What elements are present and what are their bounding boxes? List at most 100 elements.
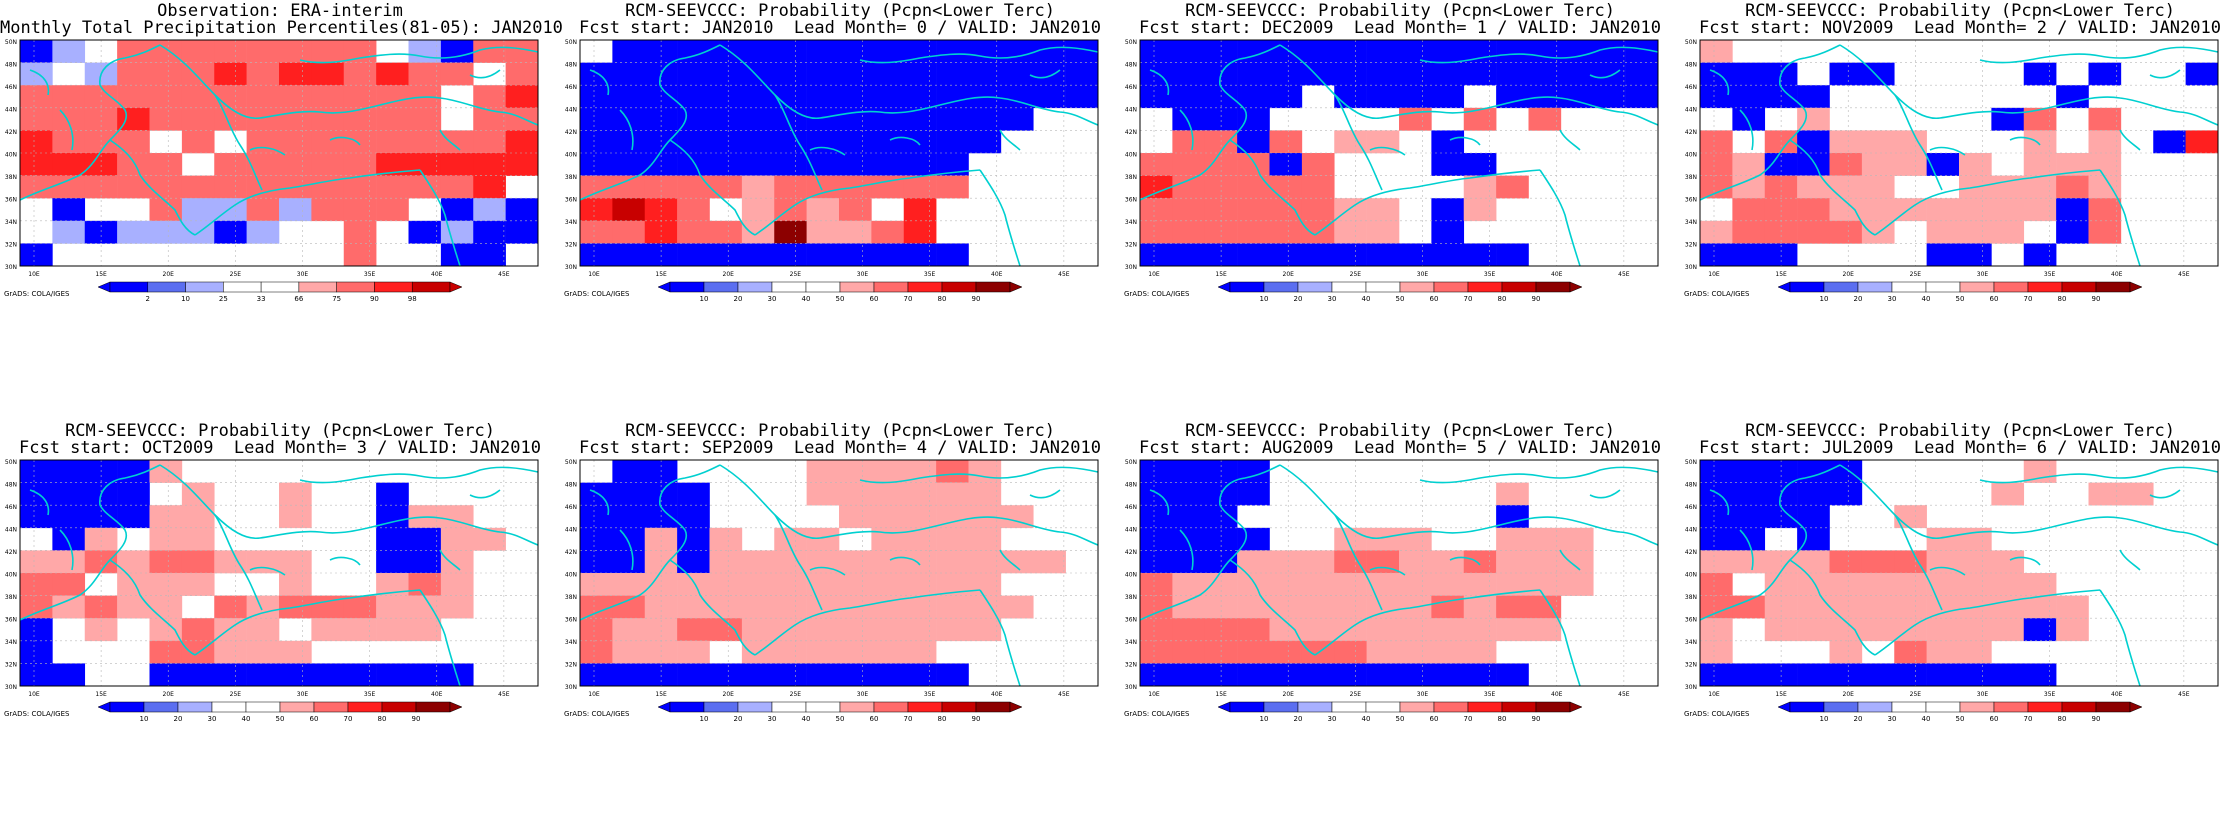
colorbar-swatch	[975, 701, 1011, 713]
coastline	[669, 139, 756, 236]
grid-cell	[376, 153, 409, 176]
grid-cell	[52, 505, 86, 529]
grid-cell	[1528, 40, 1562, 63]
colorbar-swatch	[1433, 701, 1469, 713]
grid-cell	[408, 153, 442, 176]
grid-cell	[181, 527, 215, 551]
grid-cell	[279, 85, 312, 109]
grid-cell	[580, 505, 613, 529]
grid-cell	[473, 40, 506, 63]
grid-cell	[741, 85, 775, 109]
grid-cell	[903, 85, 937, 109]
lat-tick-label: 36N	[1125, 616, 1137, 623]
grid-cell	[117, 62, 150, 86]
coastline	[1149, 489, 1194, 571]
grid-cell	[1894, 663, 1927, 687]
grid-cell	[1237, 198, 1270, 222]
lon-tick-label: 10E	[1148, 691, 1160, 698]
colorbar-label: 40	[1362, 295, 1371, 303]
grid-cell	[149, 595, 183, 619]
grid-cell	[1334, 220, 1367, 244]
grid-cell	[1463, 198, 1497, 222]
grid-cell	[149, 573, 183, 596]
grid-cell	[1797, 573, 1830, 596]
grid-cell	[1991, 550, 2025, 574]
panel-title: RCM-SEEVCCC: Probability (Pcpn<Lower Ter…	[1745, 421, 2175, 441]
grid-cell	[644, 153, 678, 176]
lat-tick-label: 44N	[1125, 526, 1137, 533]
lat-tick-label: 40N	[1685, 151, 1697, 158]
lat-tick-label: 46N	[1685, 84, 1697, 91]
grid-cell	[580, 62, 613, 86]
grid-cell	[1140, 595, 1173, 619]
grid-cell	[1991, 618, 2025, 642]
grid-cell	[1431, 663, 1465, 687]
lat-tick-label: 30N	[1125, 684, 1137, 691]
grid-cell	[612, 482, 646, 506]
colorbar-swatch	[873, 281, 909, 293]
lon-tick-label: 40E	[431, 271, 443, 278]
grid-cell	[311, 40, 345, 63]
map-canvas: 50N 48N 46N 44N 42N 40N 38N 36N 34N 32N 30N 10E 15E 2…	[1685, 39, 2219, 303]
lon-tick-label: 40E	[1551, 691, 1563, 698]
grid-cell	[1861, 550, 1895, 574]
grid-cell	[580, 618, 613, 642]
grid-cell	[580, 550, 613, 574]
map-canvas: 50N 48N 46N 44N 42N 40N 38N 36N 34N 32N 30N 10E 15E 2…	[565, 39, 1099, 303]
grid-cell	[1463, 573, 1497, 596]
grid-cell	[1140, 243, 1173, 267]
grid-cell	[1528, 62, 1562, 86]
lat-tick-label: 42N	[1125, 549, 1137, 556]
grid-cell	[936, 107, 969, 131]
coastline	[1709, 489, 1754, 571]
grid-cell	[1593, 62, 1626, 86]
grid-cell	[806, 220, 840, 244]
grid-cell	[246, 107, 280, 131]
lat-tick-label: 42N	[565, 129, 577, 136]
grid-cell	[677, 573, 710, 596]
colorbar-label: 40	[242, 715, 251, 723]
grid-cell	[709, 527, 743, 551]
grid-cell	[1829, 595, 1863, 619]
grid-cell	[903, 663, 937, 687]
colorbar-swatch	[347, 701, 383, 713]
grid-cell	[214, 595, 247, 619]
coastline	[419, 589, 461, 687]
grid-cell	[343, 107, 377, 131]
grid-cell	[644, 573, 678, 596]
coastline	[1334, 94, 1383, 191]
coastline	[194, 169, 421, 236]
colorbar-swatch	[907, 281, 943, 293]
grid-cell	[612, 130, 646, 154]
grid-cell	[968, 618, 1002, 642]
grid-cell	[505, 198, 539, 222]
grid-cell	[2023, 130, 2057, 154]
grid-cell	[1140, 175, 1173, 199]
map-frame	[19, 39, 539, 267]
grid-cell	[806, 85, 840, 109]
grid-cell	[1269, 62, 1303, 86]
lon-tick-label: 25E	[1350, 691, 1362, 698]
grid-cell	[936, 175, 969, 199]
grid-cell	[181, 573, 215, 596]
grid-cell	[677, 550, 710, 574]
colorbar-label: 60	[870, 295, 879, 303]
grid-cell	[343, 153, 377, 176]
lat-tick-label: 46N	[565, 504, 577, 511]
grid-cell	[214, 220, 247, 244]
colorbar-label: 40	[1362, 715, 1371, 723]
grid-cell	[1237, 573, 1270, 596]
grid-cell	[84, 595, 118, 619]
grid-cell	[871, 573, 905, 596]
coastline	[1839, 44, 2061, 120]
grid-cell	[1959, 618, 1992, 642]
lon-tick-label: 35E	[364, 271, 376, 278]
grid-cell	[311, 153, 345, 176]
colorbar-swatch	[147, 281, 186, 293]
grid-cell	[1000, 40, 1034, 63]
grid-cell	[376, 482, 409, 506]
colorbar-label: 33	[257, 295, 266, 303]
grid-cell	[84, 527, 118, 551]
grid-cell	[473, 198, 506, 222]
grid-cell	[1732, 505, 1766, 529]
